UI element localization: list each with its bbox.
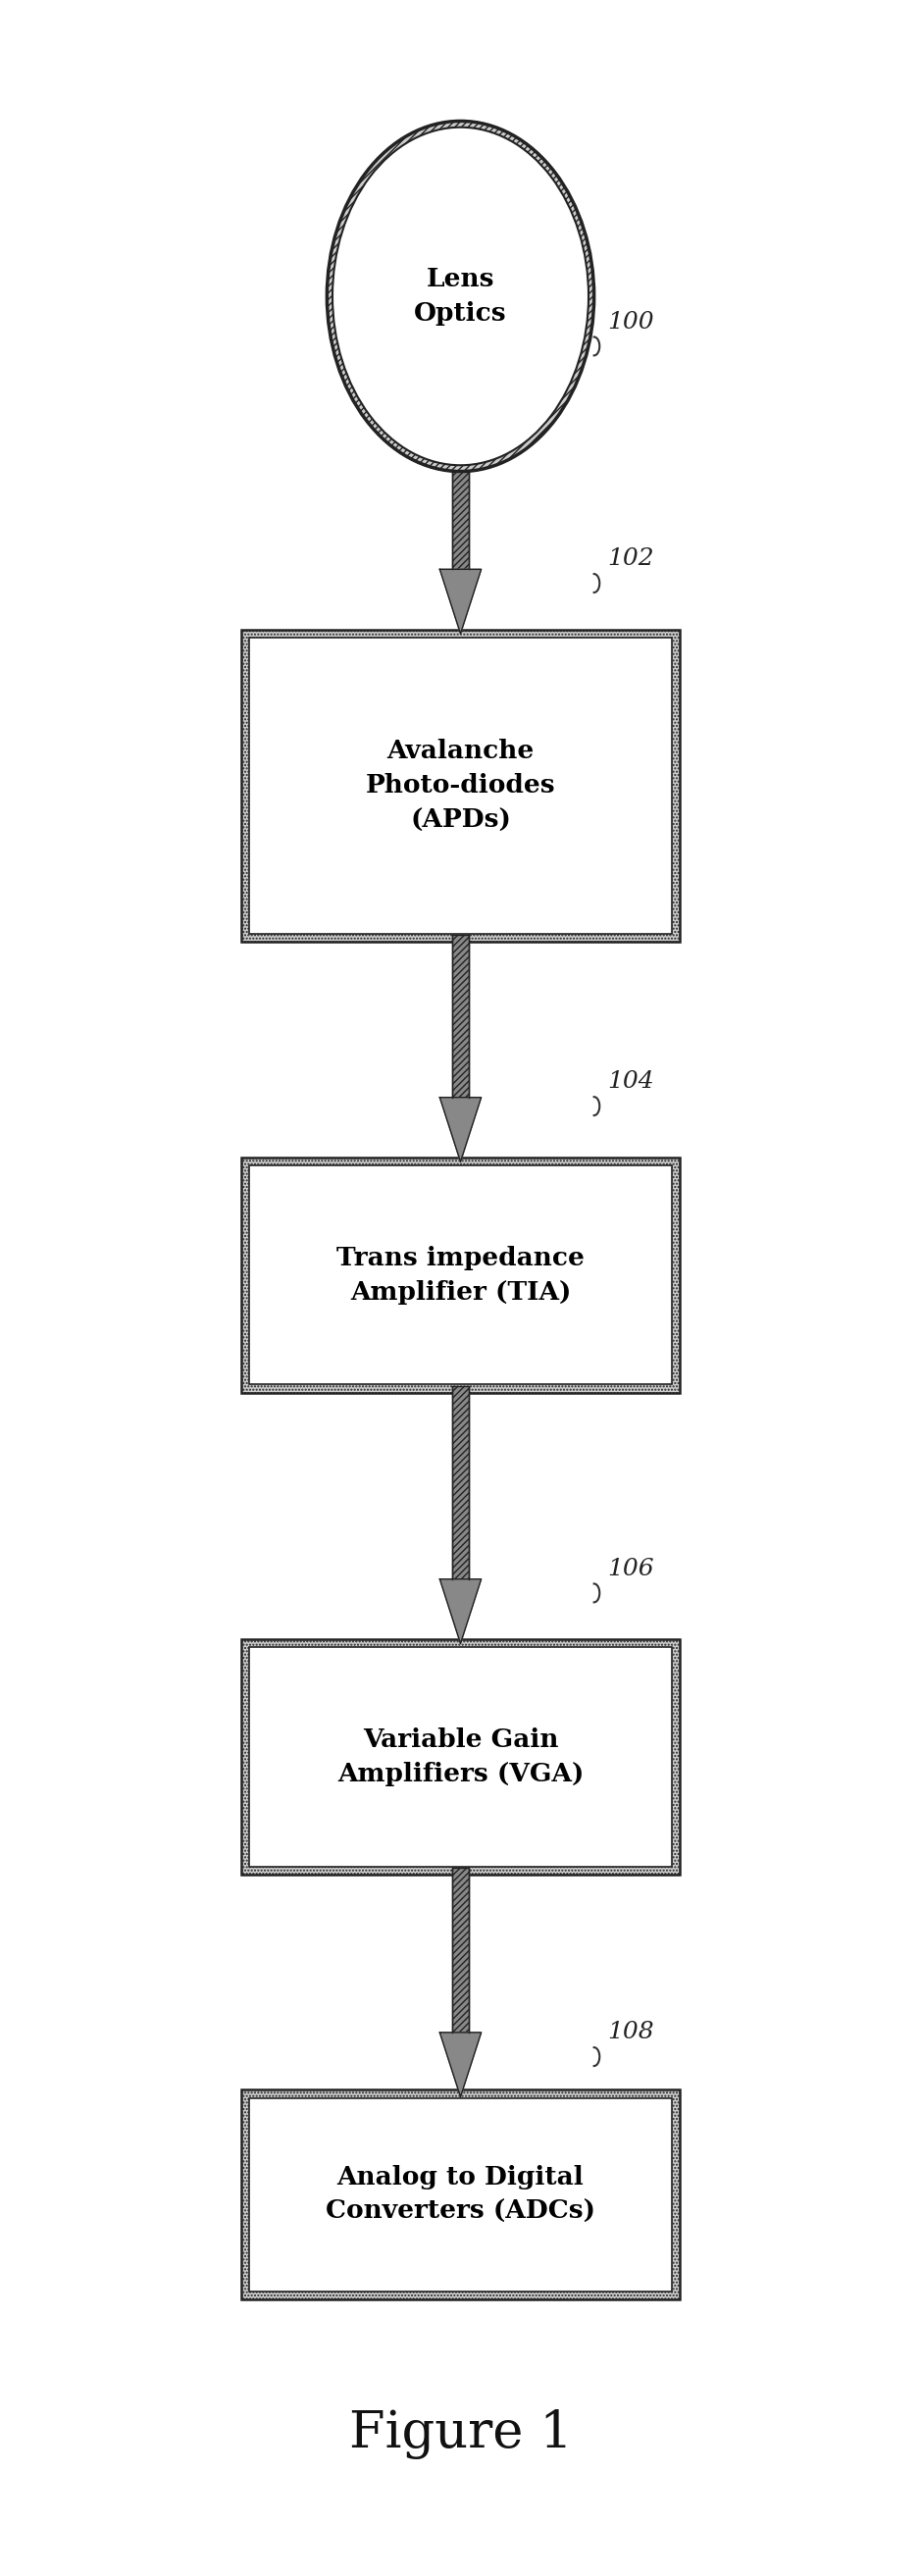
FancyBboxPatch shape: [241, 2089, 680, 2300]
FancyBboxPatch shape: [241, 1638, 680, 1875]
Text: 106: 106: [608, 1558, 655, 1579]
Text: Trans impedance
Amplifier (TIA): Trans impedance Amplifier (TIA): [336, 1247, 585, 1303]
FancyBboxPatch shape: [249, 639, 672, 935]
FancyBboxPatch shape: [452, 1386, 469, 1579]
Text: Figure 1: Figure 1: [349, 2409, 572, 2460]
Polygon shape: [440, 1097, 481, 1162]
Text: Variable Gain
Amplifiers (VGA): Variable Gain Amplifiers (VGA): [337, 1728, 584, 1785]
Text: Analog to Digital
Converters (ADCs): Analog to Digital Converters (ADCs): [326, 2166, 595, 2223]
Polygon shape: [440, 569, 481, 634]
FancyBboxPatch shape: [452, 1868, 469, 2032]
Ellipse shape: [327, 121, 594, 471]
Polygon shape: [440, 2032, 481, 2097]
FancyBboxPatch shape: [241, 629, 680, 943]
Text: Avalanche
Photo-diodes
(APDs): Avalanche Photo-diodes (APDs): [366, 739, 555, 832]
FancyBboxPatch shape: [452, 471, 469, 569]
Text: 108: 108: [608, 2022, 655, 2043]
FancyBboxPatch shape: [249, 1167, 672, 1386]
FancyBboxPatch shape: [452, 935, 469, 1097]
Text: Lens
Optics: Lens Optics: [414, 268, 507, 325]
Text: 102: 102: [608, 549, 655, 569]
FancyBboxPatch shape: [241, 1157, 680, 1394]
Ellipse shape: [332, 126, 589, 466]
Text: 104: 104: [608, 1072, 655, 1092]
Polygon shape: [440, 1579, 481, 1643]
FancyBboxPatch shape: [249, 2097, 672, 2293]
FancyBboxPatch shape: [249, 1649, 672, 1865]
Text: 100: 100: [608, 312, 655, 332]
